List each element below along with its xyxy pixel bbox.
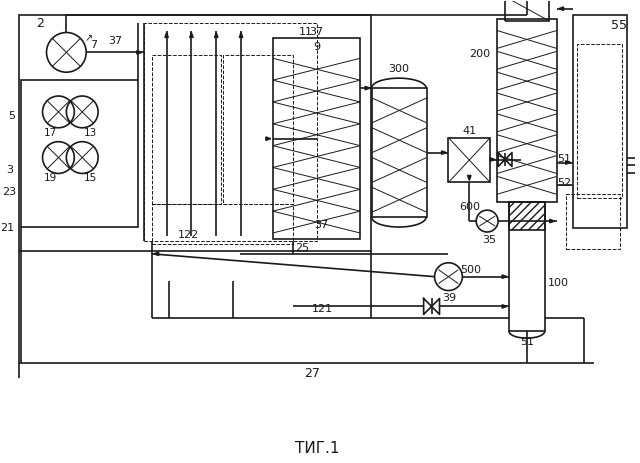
Text: 51: 51 [557, 153, 572, 163]
Text: 13: 13 [84, 127, 97, 138]
Text: 21: 21 [1, 223, 15, 232]
Text: 600: 600 [459, 202, 480, 212]
Text: ↗: ↗ [84, 33, 92, 44]
Text: 15: 15 [84, 173, 97, 183]
Polygon shape [502, 305, 507, 308]
Bar [509, 203, 545, 231]
Text: 3: 3 [6, 165, 13, 175]
Text: 37: 37 [309, 26, 324, 37]
Text: 37: 37 [314, 219, 328, 230]
Text: 52: 52 [557, 178, 572, 188]
Text: 122: 122 [178, 230, 199, 239]
Polygon shape [502, 275, 507, 279]
Text: ΤИГ.1: ΤИГ.1 [295, 440, 340, 455]
Bar [144, 24, 317, 241]
Polygon shape [490, 158, 495, 162]
Bar [152, 56, 221, 205]
Bar [152, 205, 292, 244]
Bar [577, 45, 622, 199]
Text: 17: 17 [44, 127, 57, 138]
Polygon shape [189, 33, 193, 38]
Bar [372, 89, 427, 218]
Text: 37: 37 [108, 37, 122, 46]
Text: 11: 11 [298, 26, 312, 37]
Text: 9: 9 [313, 42, 320, 52]
Bar [573, 16, 627, 229]
Text: 39: 39 [442, 292, 456, 302]
Polygon shape [365, 87, 370, 91]
Text: 25: 25 [296, 242, 310, 252]
Bar [449, 138, 490, 183]
Text: 19: 19 [44, 173, 57, 183]
Bar [509, 203, 545, 332]
Polygon shape [566, 162, 570, 165]
Bar [273, 39, 360, 239]
Bar [497, 19, 557, 203]
Bar [20, 81, 138, 227]
Text: 35: 35 [482, 234, 496, 244]
Text: 5: 5 [8, 111, 15, 121]
Text: 27: 27 [305, 367, 321, 380]
Text: 7: 7 [91, 40, 98, 50]
Polygon shape [137, 51, 142, 55]
Text: 51: 51 [520, 337, 534, 346]
Text: 500: 500 [460, 264, 481, 274]
Text: 200: 200 [468, 49, 490, 59]
Text: 121: 121 [312, 304, 333, 314]
Text: 2: 2 [36, 17, 45, 30]
Bar [566, 195, 620, 250]
Text: 300: 300 [388, 64, 410, 74]
Polygon shape [468, 176, 471, 181]
Polygon shape [239, 33, 243, 38]
Bar [19, 16, 371, 251]
Bar [223, 56, 292, 205]
Polygon shape [266, 138, 271, 141]
Polygon shape [442, 151, 447, 155]
Text: 23: 23 [3, 187, 17, 197]
Polygon shape [154, 252, 159, 256]
Text: 41: 41 [462, 125, 476, 136]
Polygon shape [559, 8, 564, 12]
Text: 100: 100 [548, 277, 569, 287]
Polygon shape [550, 220, 555, 223]
Polygon shape [214, 33, 218, 38]
Polygon shape [165, 33, 168, 38]
Text: 55: 55 [611, 19, 627, 32]
Bar [505, 0, 548, 22]
